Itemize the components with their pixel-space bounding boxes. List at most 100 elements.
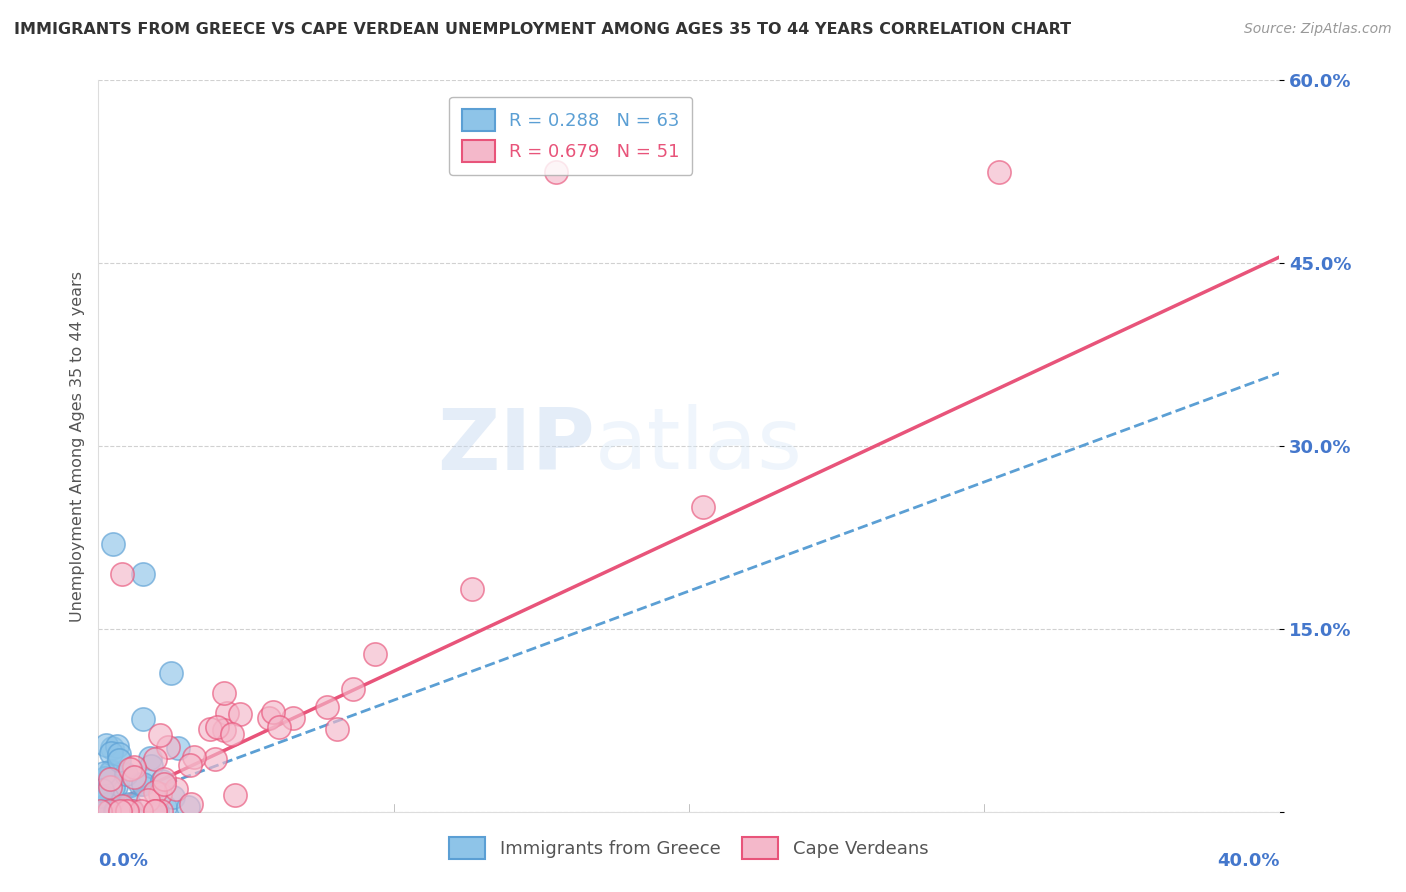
Point <box>131 776 153 790</box>
Point <box>198 722 221 736</box>
Point <box>103 780 125 794</box>
Point <box>122 770 145 784</box>
Point <box>153 772 176 786</box>
Point <box>177 799 200 814</box>
Point <box>364 647 387 661</box>
Point <box>100 764 122 778</box>
Point <box>111 567 134 582</box>
Point <box>108 747 131 762</box>
Point <box>89 802 111 816</box>
Point <box>108 753 131 767</box>
Point <box>97 804 120 818</box>
Point <box>150 774 173 789</box>
Point <box>96 791 118 805</box>
Point <box>117 804 139 818</box>
Point <box>145 804 167 818</box>
Point <box>120 804 142 818</box>
Point <box>315 699 337 714</box>
Point <box>139 751 162 765</box>
Point <box>692 500 714 515</box>
Point <box>108 804 131 818</box>
Point <box>91 804 114 818</box>
Text: atlas: atlas <box>595 404 803 488</box>
Point <box>183 750 205 764</box>
Text: Source: ZipAtlas.com: Source: ZipAtlas.com <box>1244 22 1392 37</box>
Point <box>212 723 235 737</box>
Point <box>160 665 183 680</box>
Point <box>167 741 190 756</box>
Point <box>179 758 201 772</box>
Point <box>100 765 122 780</box>
Point <box>115 804 138 818</box>
Point <box>108 804 131 818</box>
Point <box>111 798 134 813</box>
Point <box>103 536 125 550</box>
Point <box>89 804 111 818</box>
Point <box>157 740 180 755</box>
Point <box>149 728 172 742</box>
Point <box>229 707 252 722</box>
Point <box>104 779 127 793</box>
Point <box>118 797 141 811</box>
Point <box>117 804 139 818</box>
Point <box>122 760 145 774</box>
Point <box>94 804 117 818</box>
Point <box>111 804 134 818</box>
Point <box>90 783 112 797</box>
Point <box>108 804 131 818</box>
Point <box>143 804 166 818</box>
Point <box>90 804 112 818</box>
Point <box>93 804 115 818</box>
Point <box>89 789 111 803</box>
Point <box>94 804 117 818</box>
Point <box>162 789 184 804</box>
Point <box>143 752 166 766</box>
Point <box>224 789 246 803</box>
Point <box>112 804 135 818</box>
Point <box>98 772 121 786</box>
Point <box>152 777 174 791</box>
Point <box>136 793 159 807</box>
Point <box>93 766 115 780</box>
Point <box>114 767 136 781</box>
Text: ZIP: ZIP <box>437 404 595 488</box>
Point <box>112 804 135 818</box>
Point <box>153 800 176 814</box>
Point <box>988 164 1011 178</box>
Point <box>207 720 229 734</box>
Point <box>257 711 280 725</box>
Point <box>89 804 111 818</box>
Point <box>108 804 131 818</box>
Point <box>101 802 124 816</box>
Point <box>110 804 132 818</box>
Point <box>129 804 152 818</box>
Point <box>165 781 187 796</box>
Point <box>98 780 121 795</box>
Point <box>546 164 568 178</box>
Point <box>108 804 131 818</box>
Point <box>93 804 115 818</box>
Text: IMMIGRANTS FROM GREECE VS CAPE VERDEAN UNEMPLOYMENT AMONG AGES 35 TO 44 YEARS CO: IMMIGRANTS FROM GREECE VS CAPE VERDEAN U… <box>14 22 1071 37</box>
Point <box>101 741 124 756</box>
Point <box>281 711 304 725</box>
Point <box>121 804 143 818</box>
Point <box>326 722 349 736</box>
Point <box>112 804 135 818</box>
Point <box>146 804 169 818</box>
Point <box>128 777 150 791</box>
Point <box>104 804 127 818</box>
Point <box>105 739 128 753</box>
Point <box>121 804 143 818</box>
Point <box>90 804 112 818</box>
Point <box>204 752 226 766</box>
Point <box>262 706 284 720</box>
Point <box>217 706 239 720</box>
Point <box>132 712 155 726</box>
Point <box>105 804 128 818</box>
Point <box>98 799 121 814</box>
Point <box>94 772 117 786</box>
Point <box>96 797 118 812</box>
Point <box>89 802 111 816</box>
Point <box>149 787 172 801</box>
Point <box>89 804 111 818</box>
